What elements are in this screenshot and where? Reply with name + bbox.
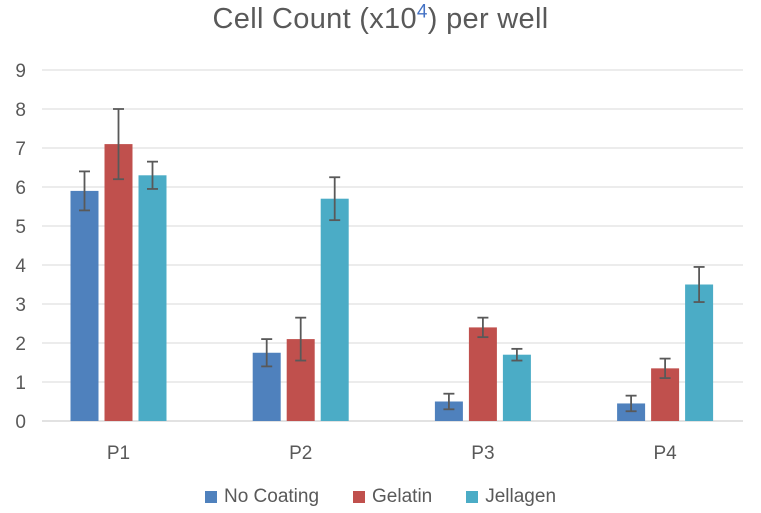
- legend-swatch-no-coating: [204, 491, 217, 503]
- y-tick-label: 9: [15, 61, 26, 82]
- y-tick-label: 7: [15, 139, 26, 160]
- chart-legend: No Coating Gelatin Jellagen: [0, 486, 761, 508]
- legend-item-jellagen: Jellagen: [466, 486, 556, 508]
- bar-no-coating-P4: [617, 403, 646, 421]
- bar-gelatin-P1: [104, 144, 133, 421]
- y-tick-label: 2: [15, 334, 26, 355]
- bar-gelatin-P3: [468, 327, 497, 421]
- legend-label: No Coating: [223, 486, 320, 507]
- x-axis-label: P2: [289, 443, 312, 464]
- y-tick-label: 0: [15, 412, 26, 433]
- legend-swatch-jellagen: [466, 491, 479, 503]
- y-tick-label: 3: [15, 295, 26, 316]
- bar-jellagen-P4: [685, 284, 714, 421]
- chart-title-superscript: 4: [416, 1, 428, 23]
- bar-jellagen-P3: [502, 354, 531, 421]
- legend-item-no-coating: No Coating: [204, 486, 320, 508]
- y-tick-label: 6: [15, 178, 26, 199]
- y-tick-label: 1: [15, 373, 26, 394]
- chart-title: Cell Count (x104) per well: [0, 1, 761, 36]
- legend-label: Jellagen: [485, 486, 557, 507]
- chart-title-suffix: ) per well: [427, 3, 549, 35]
- y-tick-label: 5: [15, 217, 26, 238]
- y-tick-label: 8: [15, 100, 26, 121]
- y-tick-label: 4: [15, 256, 26, 277]
- legend-swatch-gelatin: [353, 491, 366, 503]
- chart-title-text: Cell Count (x10: [212, 3, 417, 35]
- legend-item-gelatin: Gelatin: [353, 486, 432, 508]
- x-axis-label: P3: [471, 443, 494, 464]
- bar-no-coating-P3: [434, 401, 463, 421]
- x-axis-label: P1: [107, 443, 130, 464]
- bar-no-coating-P1: [70, 190, 99, 421]
- legend-label: Gelatin: [372, 486, 433, 507]
- x-axis-label: P4: [653, 443, 677, 464]
- bar-jellagen-P2: [320, 198, 349, 421]
- bar-jellagen-P1: [138, 175, 167, 421]
